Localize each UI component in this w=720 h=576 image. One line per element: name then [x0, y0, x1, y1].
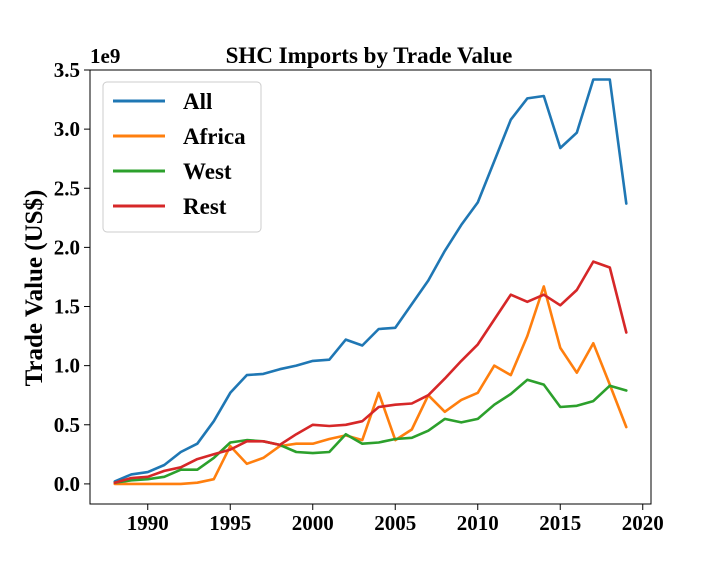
x-tick-label: 2010	[457, 511, 499, 535]
y-tick-label: 1.5	[54, 295, 80, 319]
series-line-west	[113, 378, 628, 485]
x-tick-label: 1990	[127, 511, 169, 535]
x-tick-label: 1995	[209, 511, 251, 535]
x-tick-label: 2000	[292, 511, 334, 535]
series-line-all	[113, 78, 628, 483]
series-lines	[113, 78, 628, 486]
legend-label-rest: Rest	[183, 194, 227, 219]
y-axis-ticks: 0.0 0.5 1.0 1.5 2.0 2.5 3.0 3.5	[54, 58, 90, 496]
y-tick-label: 0.5	[54, 413, 80, 437]
x-tick-label: 2015	[539, 511, 581, 535]
x-axis-ticks: 1990 1995 2000 2005 2010 2015 2020	[127, 504, 664, 535]
y-tick-label: 3.5	[54, 58, 80, 82]
y-tick-label: 0.0	[54, 472, 80, 496]
y-tick-label: 3.0	[54, 117, 80, 141]
series-line-africa	[113, 285, 628, 486]
legend-label-all: All	[183, 89, 212, 114]
legend: All Africa West Rest	[102, 81, 262, 233]
chart-title: SHC Imports by Trade Value	[226, 43, 513, 68]
y-tick-label: 2.5	[54, 176, 80, 200]
legend-label-africa: Africa	[183, 124, 246, 149]
series-line-rest	[113, 260, 628, 485]
plot-area-frame	[89, 69, 652, 505]
y-tick-label: 2.0	[54, 235, 80, 259]
y-tick-label: 1.0	[54, 354, 80, 378]
y-axis-label: Trade Value (US$)	[21, 190, 48, 387]
x-tick-label: 2020	[622, 511, 664, 535]
legend-box	[102, 81, 262, 233]
y-offset-label: 1e9	[90, 44, 120, 68]
legend-label-west: West	[183, 159, 232, 184]
x-tick-label: 2005	[374, 511, 416, 535]
